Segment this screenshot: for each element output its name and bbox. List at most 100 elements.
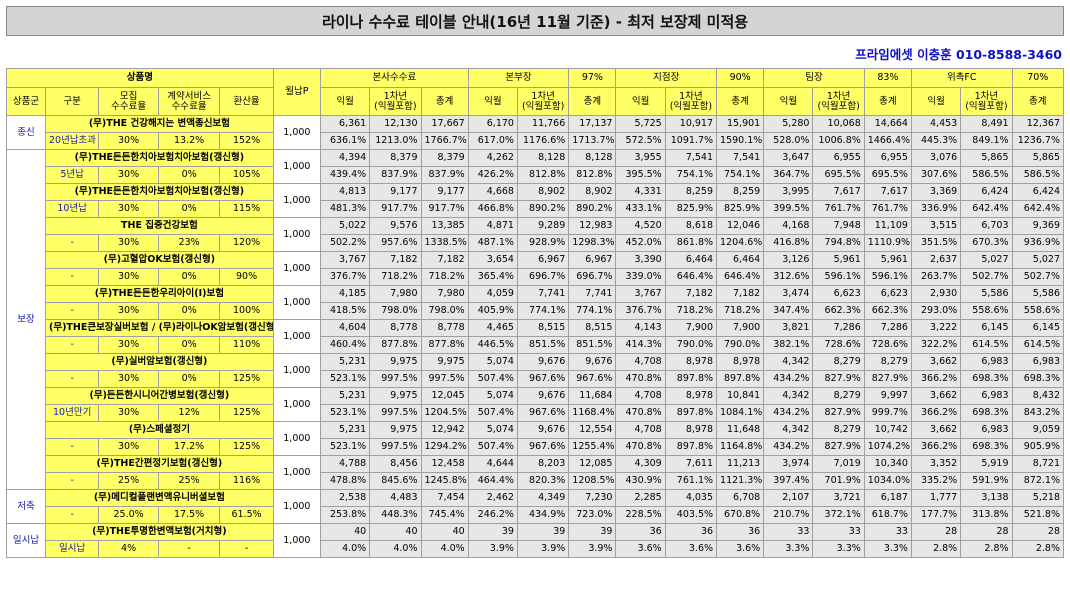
amount-cell: 8,259	[664, 183, 718, 201]
rate-cell: 253.8%	[319, 506, 371, 524]
rate-cell: 890.2%	[516, 200, 570, 218]
amount-cell: 11,213	[716, 455, 765, 473]
rate-cell: 662.3%	[863, 302, 912, 320]
table-row: 일시납 (무)THE투명한변액보험(거치형) 1,000 40 40 40 39 39 39 36…	[6, 523, 1065, 558]
rate-cell: 4.0%	[319, 540, 371, 558]
amount-cell: 3,126	[763, 251, 814, 269]
amount-cell: 7,900	[716, 319, 765, 337]
category-cell: 종신	[6, 115, 46, 150]
rate-cell: 698.3%	[960, 438, 1013, 456]
amount-cell: 6,145	[1011, 319, 1065, 337]
rate-cell: 439.4%	[319, 166, 371, 184]
amount-cell: 8,279	[812, 387, 865, 405]
amount-cell: 4,788	[319, 455, 371, 473]
amount-cell: 6,464	[716, 251, 765, 269]
amount-cell: 7,182	[420, 251, 469, 269]
amount-cell: 6,967	[516, 251, 570, 269]
amount-cell: 28	[960, 523, 1013, 541]
amount-cell: 9,177	[420, 183, 469, 201]
amount-cell: 12,045	[420, 387, 469, 405]
rate-cell: 646.4%	[716, 268, 765, 286]
amount-cell: 9,997	[863, 387, 912, 405]
header-group-hq: 본사수수료	[319, 68, 469, 88]
amount-cell: 7,980	[369, 285, 422, 303]
amount-cell: 5,231	[319, 421, 371, 439]
amount-cell: 7,286	[812, 319, 865, 337]
rate-cell: 336.9%	[910, 200, 962, 218]
amount-cell: 9,975	[420, 353, 469, 371]
rate-cell: 502.2%	[319, 234, 371, 252]
rate-cell: 827.9%	[812, 404, 865, 422]
type-cell: -	[44, 438, 100, 456]
product-name: (무)스페셜정기	[44, 421, 274, 439]
amount-cell: 3,821	[763, 319, 814, 337]
header-row-columns: 상품군 구분 모집 수수료율 계약서비스 수수료율 환산율 익월 1차년 (익월포함) 총…	[6, 87, 1065, 116]
amount-cell: 6,623	[812, 285, 865, 303]
product-name: (무)THE든든한치아보험치아보험(갱신형)	[44, 149, 274, 167]
recruit-rate-cell: 30%	[98, 132, 159, 150]
type-cell: -	[44, 234, 100, 252]
premium-cell: 1,000	[272, 455, 321, 490]
amount-cell: 2,538	[319, 489, 371, 507]
amount-cell: 10,068	[812, 115, 865, 133]
amount-cell: 7,019	[812, 455, 865, 473]
rate-cell: 365.4%	[467, 268, 518, 286]
amount-cell: 7,617	[812, 183, 865, 201]
rate-cell: 696.7%	[516, 268, 570, 286]
rate-cell: 1176.6%	[516, 132, 570, 150]
rate-cell: 1298.3%	[568, 234, 617, 252]
header-conversion-rate: 환산율	[219, 87, 274, 116]
amount-cell: 11,109	[863, 217, 912, 235]
header-group-team: 팀장	[763, 68, 865, 88]
product-name: (무)THE든든한우리아이(I)보험	[44, 285, 274, 303]
amount-cell: 6,424	[1011, 183, 1065, 201]
rate-cell: 3.9%	[516, 540, 570, 558]
amount-cell: 3,974	[763, 455, 814, 473]
rate-cell: 452.0%	[615, 234, 666, 252]
conversion-rate-cell: 105%	[219, 166, 274, 184]
contract-rate-cell: 13.2%	[157, 132, 221, 150]
amount-cell: 40	[319, 523, 371, 541]
amount-cell: 5,027	[1011, 251, 1065, 269]
amount-cell: 9,676	[516, 353, 570, 371]
rate-cell: 967.6%	[516, 438, 570, 456]
amount-cell: 8,279	[863, 353, 912, 371]
amount-cell: 17,137	[568, 115, 617, 133]
rate-cell: 445.3%	[910, 132, 962, 150]
rate-cell: 416.8%	[763, 234, 814, 252]
amount-cell: 8,515	[568, 319, 617, 337]
amount-cell: 3,662	[910, 353, 962, 371]
table-row: (무)고혈압OK보험(갱신형) 1,000 3,767 7,182 7,182 3,654…	[7, 251, 1065, 286]
rate-cell: 312.6%	[763, 268, 814, 286]
amount-cell: 8,259	[716, 183, 765, 201]
rate-cell: 405.9%	[467, 302, 518, 320]
premium-cell: 1,000	[272, 489, 321, 524]
amount-cell: 7,454	[420, 489, 469, 507]
rate-cell: 967.6%	[516, 370, 570, 388]
amount-cell: 7,230	[568, 489, 617, 507]
rate-cell: 586.5%	[960, 166, 1013, 184]
amount-cell: 33	[763, 523, 814, 541]
amount-cell: 5,074	[467, 421, 518, 439]
table-row: -30% 0% 125% 523.1% 997.5% 997.5% 507.4% 967.6%…	[7, 370, 1065, 388]
rate-cell: 997.5%	[369, 438, 422, 456]
amount-cell: 13,385	[420, 217, 469, 235]
rate-cell: 470.8%	[615, 438, 666, 456]
amount-cell: 6,955	[863, 149, 912, 167]
amount-cell: 3,352	[910, 455, 962, 473]
rate-cell: 827.9%	[812, 438, 865, 456]
header-total-3: 총계	[863, 87, 912, 116]
rate-cell: 177.7%	[910, 506, 962, 524]
amount-cell: 5,919	[960, 455, 1013, 473]
rate-cell: 596.1%	[863, 268, 912, 286]
amount-cell: 8,978	[664, 353, 718, 371]
conversion-rate-cell: 125%	[219, 438, 274, 456]
amount-cell: 12,554	[568, 421, 617, 439]
amount-cell: 4,349	[516, 489, 570, 507]
rate-cell: 825.9%	[664, 200, 718, 218]
rate-cell: 928.9%	[516, 234, 570, 252]
rate-cell: 723.0%	[568, 506, 617, 524]
rate-cell: 502.7%	[1011, 268, 1065, 286]
amount-cell: 4,813	[319, 183, 371, 201]
rate-cell: 1466.4%	[863, 132, 912, 150]
